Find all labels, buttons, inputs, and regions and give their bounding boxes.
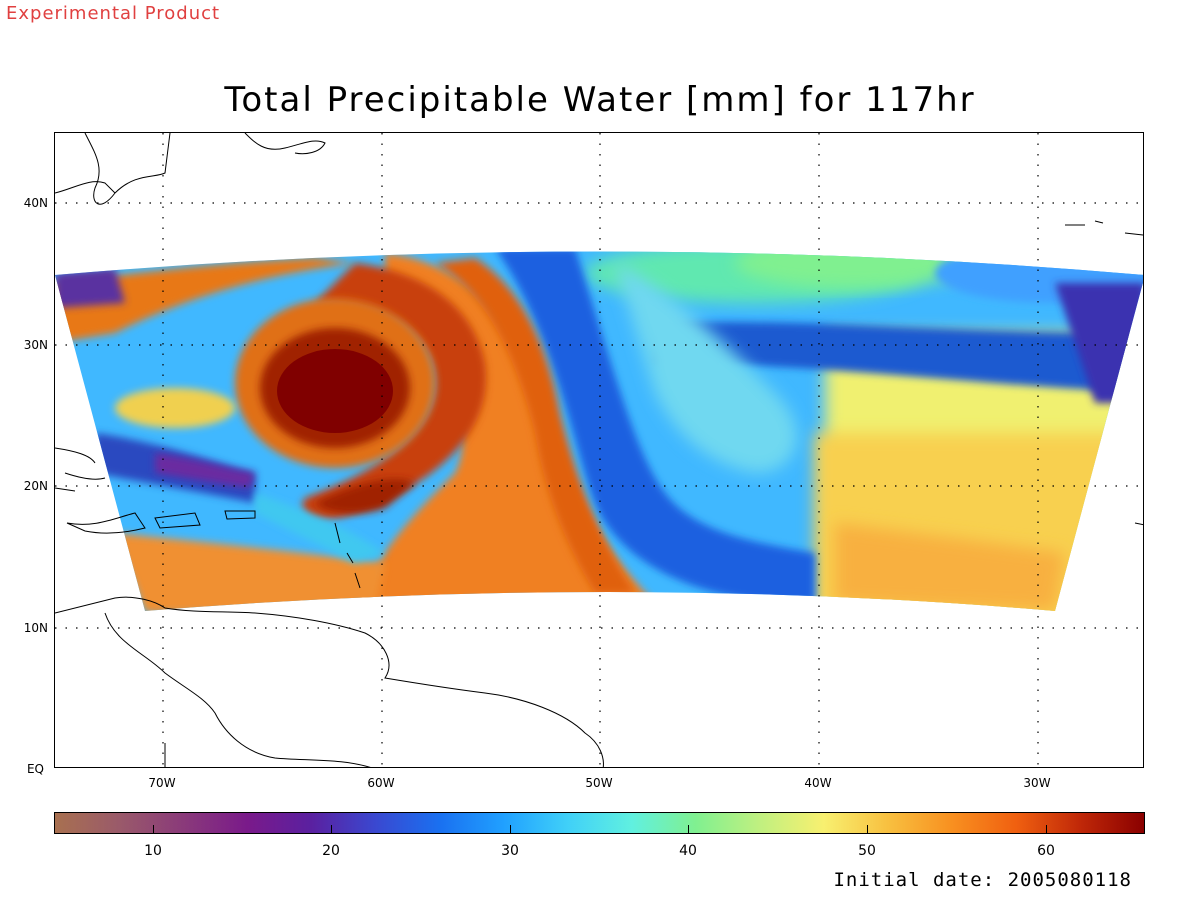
colorbar-label-20: 20 <box>322 843 340 859</box>
data-swath <box>55 251 1143 611</box>
colorbar-tick <box>688 825 689 833</box>
lat-label-20n: 20N <box>23 479 48 493</box>
lat-label-10n: 10N <box>23 621 48 635</box>
experimental-product-label: Experimental Product <box>6 3 221 24</box>
graticule <box>55 133 1143 767</box>
colorbar-tick <box>153 825 154 833</box>
lon-label-40w: 40W <box>804 776 832 790</box>
precipitable-water-map <box>55 133 1143 767</box>
colorbar-label-40: 40 <box>679 843 697 859</box>
colorbar-label-50: 50 <box>858 843 876 859</box>
colorbar <box>54 812 1145 834</box>
lat-label-40n: 40N <box>23 196 48 210</box>
lon-label-50w: 50W <box>585 776 613 790</box>
map-title: Total Precipitable Water [mm] for 117hr <box>224 80 976 120</box>
coastlines <box>55 133 1143 767</box>
colorbar-label-10: 10 <box>144 843 162 859</box>
map-panel <box>54 132 1144 768</box>
lon-label-70w: 70W <box>148 776 176 790</box>
colorbar-label-30: 30 <box>501 843 519 859</box>
colorbar-tick <box>867 825 868 833</box>
lat-label-30n: 30N <box>23 338 48 352</box>
lon-label-30w: 30W <box>1023 776 1051 790</box>
colorbar-tick <box>1046 825 1047 833</box>
lon-label-60w: 60W <box>367 776 395 790</box>
colorbar-tick <box>331 825 332 833</box>
initial-date-label: Initial date: 2005080118 <box>833 869 1132 891</box>
colorbar-label-60: 60 <box>1037 843 1055 859</box>
colorbar-tick <box>510 825 511 833</box>
lat-label-eq: EQ <box>26 762 44 776</box>
